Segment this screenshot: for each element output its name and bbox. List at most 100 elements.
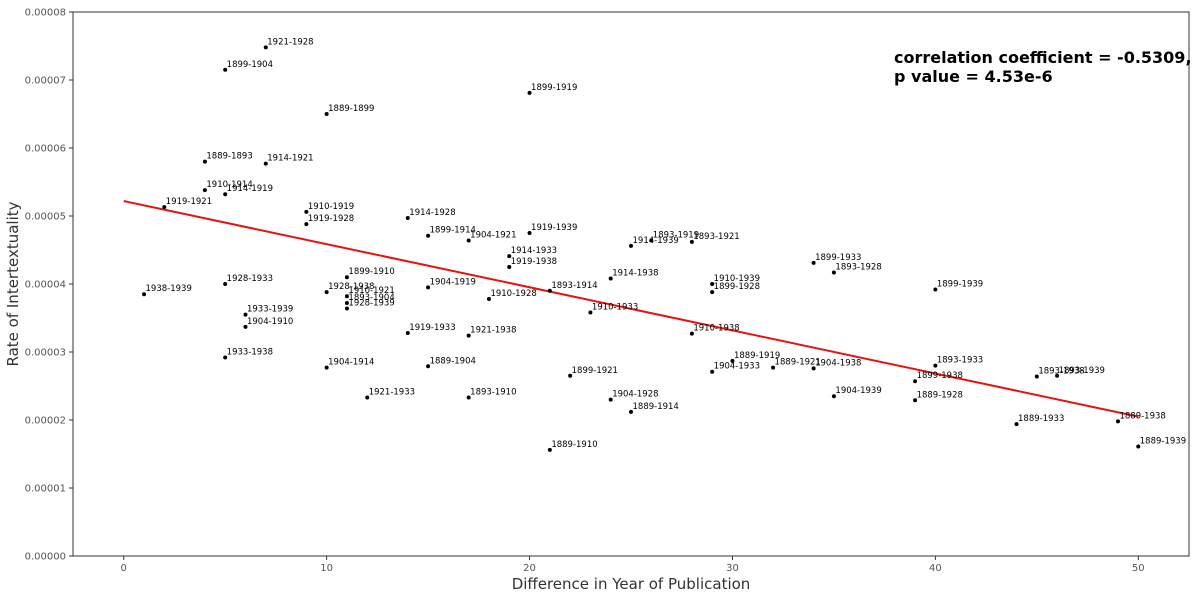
data-point xyxy=(223,282,228,286)
data-point xyxy=(608,397,613,402)
point-label: 1893-1933 xyxy=(937,356,983,366)
data-point xyxy=(426,233,431,238)
point-label: 1899-1939 xyxy=(937,279,983,289)
data-point xyxy=(486,296,491,301)
y-axis-label: Rate of Intertextuality xyxy=(4,201,22,366)
data-point xyxy=(243,312,248,317)
data-point xyxy=(344,301,349,306)
x-axis-label: Difference in Year of Publication xyxy=(512,575,751,593)
point-label: 1889-1893 xyxy=(206,152,252,162)
point-label: 1889-1919 xyxy=(734,351,780,361)
data-point xyxy=(304,209,309,214)
data-point xyxy=(405,330,410,335)
point-label: 1933-1938 xyxy=(227,347,273,357)
point-label: 1899-1919 xyxy=(531,83,577,93)
data-point xyxy=(831,270,836,275)
x-axis: 0 10 20 30 40 50 xyxy=(121,556,1145,574)
data-point xyxy=(527,90,532,95)
data-point xyxy=(811,366,816,371)
data-point xyxy=(466,333,471,338)
point-label: 1899-1933 xyxy=(815,253,861,263)
regression-line xyxy=(123,200,1139,418)
data-point xyxy=(344,306,349,311)
point-label: 1893-1938 xyxy=(1038,366,1084,376)
data-point xyxy=(527,231,532,235)
point-label: 1910-1914 xyxy=(206,180,252,190)
data-point xyxy=(1055,373,1060,378)
data-point xyxy=(243,324,248,329)
point-label: 1921-1938 xyxy=(470,326,516,336)
data-point xyxy=(913,379,918,384)
point-label: 1889-1928 xyxy=(917,390,963,400)
point-label: 1921-1933 xyxy=(369,388,415,398)
data-point xyxy=(649,238,654,243)
data-point xyxy=(710,290,715,295)
y-tick-label: 0.00002 xyxy=(25,416,66,427)
data-point xyxy=(1136,444,1141,449)
data-point xyxy=(202,188,207,193)
data-point xyxy=(142,292,147,297)
data-point xyxy=(324,365,329,370)
x-tick-label: 10 xyxy=(320,563,333,574)
data-point xyxy=(689,239,694,244)
y-tick-label: 0.00006 xyxy=(25,144,66,155)
data-point xyxy=(507,254,512,259)
point-label: 1899-1904 xyxy=(227,60,273,70)
point-label: 1893-1919 xyxy=(653,230,699,240)
point-label: 1928-1933 xyxy=(227,274,273,284)
point-label: 1919-1938 xyxy=(511,257,557,267)
data-point xyxy=(608,276,613,281)
data-point xyxy=(324,112,329,116)
point-label: 1899-1910 xyxy=(348,267,394,277)
plot-area-frame xyxy=(72,11,1190,557)
point-label: 1919-1928 xyxy=(308,214,354,224)
x-tick-label: 0 xyxy=(121,563,127,574)
point-label: 1910-1933 xyxy=(592,303,638,313)
x-tick-label: 40 xyxy=(929,563,942,574)
correlation-annotation-line1: correlation coefficient = -0.5309, xyxy=(894,48,1192,67)
point-label: 1914-1933 xyxy=(511,246,557,256)
data-point xyxy=(913,398,918,403)
data-point xyxy=(1014,422,1019,427)
point-label: 1910-1919 xyxy=(308,202,354,212)
data-point xyxy=(365,395,370,400)
x-tick-label: 30 xyxy=(726,563,739,574)
y-tick-label: 0.00004 xyxy=(25,280,66,291)
point-label: 1899-1938 xyxy=(917,371,963,381)
point-label: 1938-1939 xyxy=(146,284,192,294)
point-label: 1910-1939 xyxy=(714,274,760,284)
point-label: 1919-1921 xyxy=(166,197,212,207)
point-label: 1904-1910 xyxy=(247,317,293,327)
point-label: 1889-1939 xyxy=(1140,437,1186,447)
point-label: 1893-1904 xyxy=(348,293,394,303)
data-point xyxy=(933,287,938,292)
point-label: 1899-1914 xyxy=(430,226,476,236)
point-label: 1914-1938 xyxy=(612,269,658,279)
point-label: 1899-1928 xyxy=(714,282,760,292)
point-label: 1904-1914 xyxy=(328,358,374,368)
point-label: 1914-1919 xyxy=(227,184,273,194)
data-point xyxy=(831,394,836,399)
point-label: 1889-1938 xyxy=(1119,411,1165,421)
point-label: 1910-1921 xyxy=(348,286,394,296)
point-label: 1889-1910 xyxy=(551,440,597,450)
x-tick-label: 20 xyxy=(523,563,536,574)
point-label: 1914-1939 xyxy=(633,236,679,246)
data-point xyxy=(507,265,512,269)
point-label: 1928-1939 xyxy=(348,298,394,308)
point-label: 1914-1921 xyxy=(267,154,313,164)
point-label: 1904-1938 xyxy=(815,358,861,368)
data-point xyxy=(202,159,207,164)
p-value-annotation-line2: p value = 4.53e-6 xyxy=(894,67,1053,86)
data-point xyxy=(263,161,268,166)
data-point xyxy=(547,288,552,293)
data-point xyxy=(426,364,431,369)
data-point xyxy=(324,290,329,295)
point-label: 1919-1939 xyxy=(531,223,577,233)
data-point xyxy=(568,373,573,378)
point-label: 1889-1933 xyxy=(1018,414,1064,424)
point-label: 1889-1904 xyxy=(430,356,476,366)
point-label: 1928-1938 xyxy=(328,282,374,292)
data-point xyxy=(426,285,431,290)
